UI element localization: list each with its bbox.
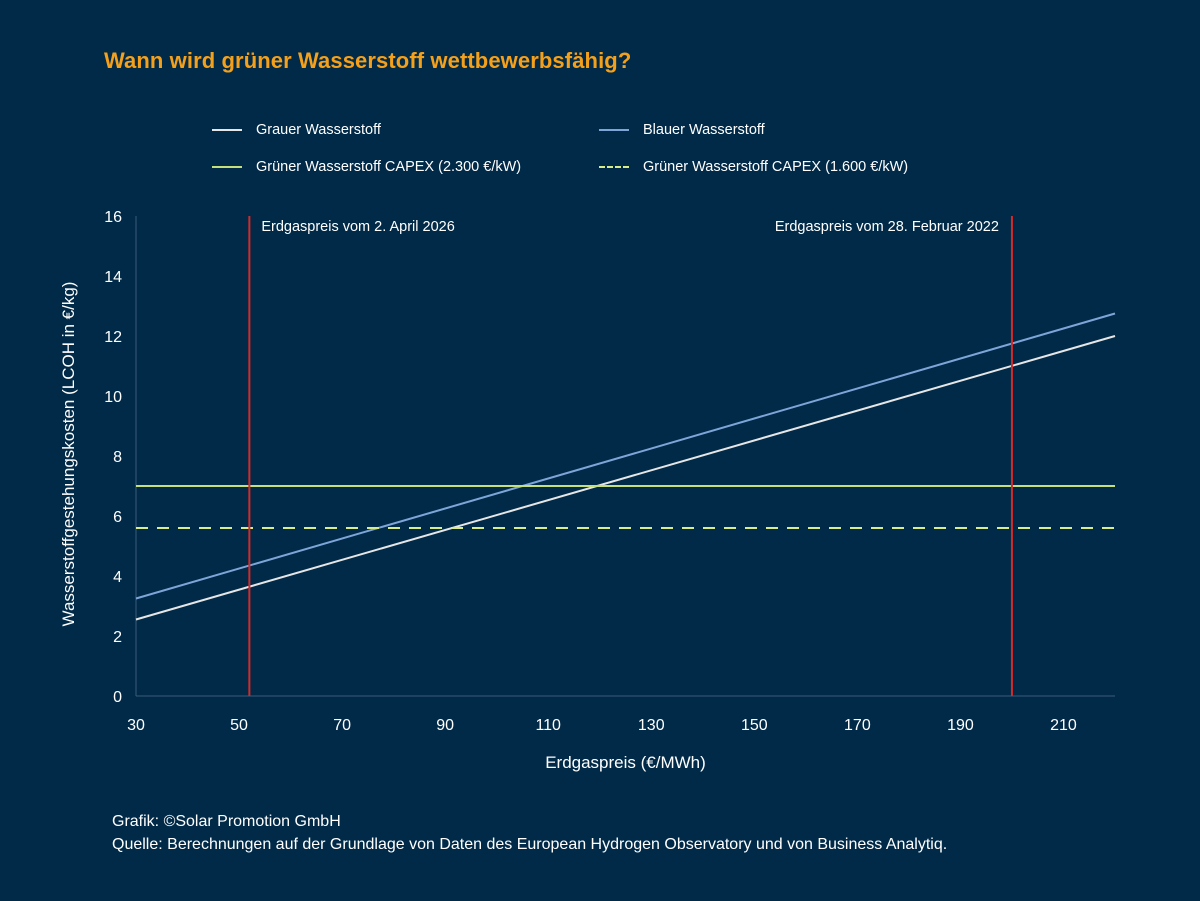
x-tick-label: 70 — [333, 717, 351, 734]
x-tick-label: 90 — [436, 717, 454, 734]
x-tick-label: 130 — [638, 717, 665, 734]
y-tick-label: 4 — [113, 569, 122, 586]
y-tick-label: 8 — [113, 449, 122, 466]
y-tick-label: 6 — [113, 509, 122, 526]
footer-source: Quelle: Berechnungen auf der Grundlage v… — [112, 836, 948, 853]
footer-credit: Grafik: ©Solar Promotion GmbH — [112, 813, 341, 830]
x-axis-label: Erdgaspreis (€/MWh) — [545, 753, 706, 772]
y-axis-label: Wasserstoffgestehungskosten (LCOH in €/k… — [59, 282, 78, 627]
legend-label-blauer: Blauer Wasserstoff — [643, 122, 765, 138]
legend-item-gruen-1600: Grüner Wasserstoff CAPEX (1.600 €/kW) — [599, 159, 908, 175]
x-tick-label: 30 — [127, 717, 145, 734]
legend-item-gruen-2300: Grüner Wasserstoff CAPEX (2.300 €/kW) — [212, 159, 521, 175]
legend-label-grauer: Grauer Wasserstoff — [256, 122, 381, 138]
x-tick-label: 50 — [230, 717, 248, 734]
x-tick-label: 170 — [844, 717, 871, 734]
legend-item-grauer: Grauer Wasserstoff — [212, 122, 381, 138]
chart-title: Wann wird grüner Wasserstoff wettbewerbs… — [104, 48, 632, 73]
x-tick-label: 210 — [1050, 717, 1077, 734]
y-tick-label: 10 — [104, 389, 122, 406]
legend-swatch-blauer — [599, 129, 629, 131]
x-tick-label: 150 — [741, 717, 768, 734]
y-tick-label: 16 — [104, 209, 122, 226]
x-tick-label: 190 — [947, 717, 974, 734]
series-line-0 — [135, 335, 1116, 621]
legend-swatch-gruen-2300 — [212, 166, 242, 168]
y-tick-label: 0 — [113, 689, 122, 706]
footer: Grafik: ©Solar Promotion GmbH Quelle: Be… — [112, 810, 947, 856]
y-tick-label: 2 — [113, 629, 122, 646]
legend-swatch-grauer — [212, 129, 242, 131]
series-line-1 — [135, 312, 1116, 600]
reference-line-label-1: Erdgaspreis vom 28. Februar 2022 — [775, 219, 999, 235]
y-tick-label: 14 — [104, 269, 122, 286]
legend-item-blauer: Blauer Wasserstoff — [599, 122, 765, 138]
legend-label-gruen-2300: Grüner Wasserstoff CAPEX (2.300 €/kW) — [256, 159, 522, 175]
reference-line-label-0: Erdgaspreis vom 2. April 2026 — [261, 219, 454, 235]
x-tick-label: 110 — [535, 717, 561, 734]
legend-swatch-gruen-1600 — [599, 166, 629, 168]
y-tick-label: 12 — [104, 329, 122, 346]
legend-label-gruen-1600: Grüner Wasserstoff CAPEX (1.600 €/kW) — [643, 159, 909, 175]
